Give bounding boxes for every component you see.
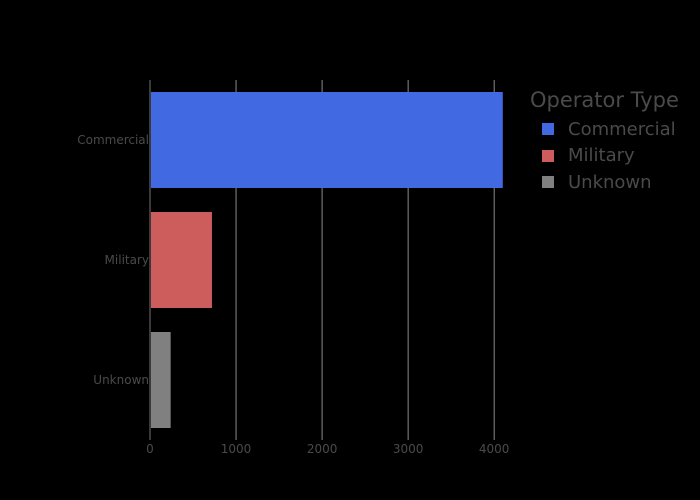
bar-unknown[interactable] <box>150 332 171 428</box>
x-tick-label-1000: 1000 <box>221 442 252 456</box>
legend-label-unknown: Unknown <box>568 171 652 193</box>
legend-swatch-commercial <box>542 123 554 136</box>
bar-commercial[interactable] <box>150 92 503 188</box>
y-tick-label-military: Military <box>105 253 149 267</box>
legend-swatch-unknown <box>542 176 554 189</box>
legend-title: Operator Type <box>530 88 679 112</box>
bars <box>150 92 503 428</box>
legend: Operator Type Commercial Military Unknow… <box>530 88 679 196</box>
bar-military[interactable] <box>150 212 212 308</box>
x-tick-labels: 0 1000 2000 3000 4000 <box>146 442 509 456</box>
legend-item-unknown[interactable]: Unknown <box>542 169 679 196</box>
x-tick-label-2000: 2000 <box>307 442 338 456</box>
x-tick-label-3000: 3000 <box>393 442 424 456</box>
x-tick-label-0: 0 <box>146 442 154 456</box>
legend-label-military: Military <box>568 145 635 167</box>
legend-swatch-military <box>542 149 554 162</box>
legend-item-military[interactable]: Military <box>542 143 679 170</box>
y-tick-labels: Commercial Military Unknown <box>77 133 149 387</box>
y-tick-label-unknown: Unknown <box>93 373 149 387</box>
y-tick-label-commercial: Commercial <box>77 133 149 147</box>
x-tick-label-4000: 4000 <box>479 442 510 456</box>
legend-item-commercial[interactable]: Commercial <box>542 116 679 143</box>
legend-label-commercial: Commercial <box>568 118 676 140</box>
